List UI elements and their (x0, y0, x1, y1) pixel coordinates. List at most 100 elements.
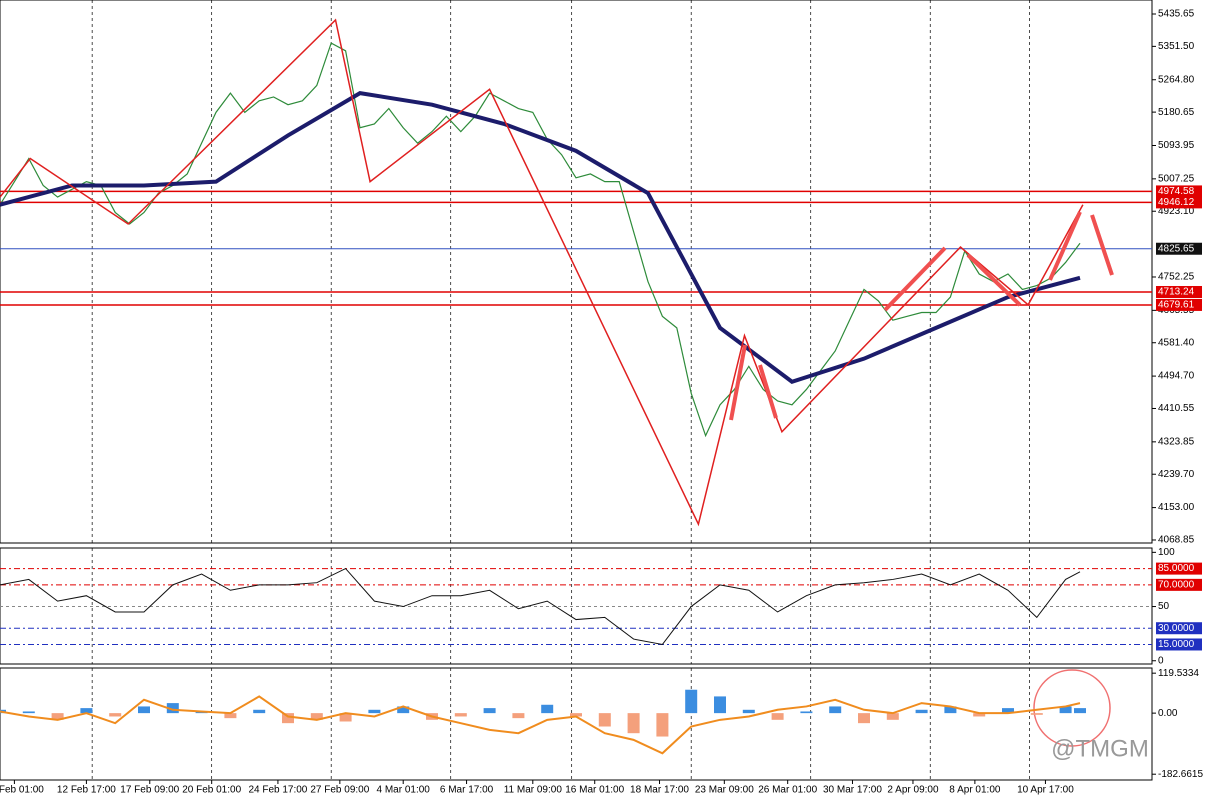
y-tick-label: 50 (1158, 601, 1170, 612)
histogram-bar (1059, 706, 1072, 714)
y-tick-label: 4494.70 (1158, 371, 1195, 382)
watermark: @TMGM (1051, 735, 1149, 762)
y-tick-label: 4153.00 (1158, 502, 1195, 513)
level-tag (1156, 185, 1202, 198)
y-tick-label: 0 (1158, 655, 1164, 666)
histogram-bar (253, 709, 266, 714)
histogram-bar (886, 713, 899, 720)
x-tick-label: 18 Mar 17:00 (630, 785, 689, 796)
x-tick-label: 26 Mar 01:00 (758, 785, 817, 796)
arrow (1048, 211, 1082, 281)
level-tag (1156, 196, 1202, 209)
histogram-bar (80, 708, 93, 714)
x-tick-label: 23 Mar 09:00 (695, 785, 754, 796)
histogram-bar (512, 713, 525, 719)
x-tick-label: 12 Feb 17:00 (57, 785, 116, 796)
histogram-bar (714, 696, 726, 714)
histogram-bar (858, 713, 870, 724)
histogram-bar (454, 713, 467, 717)
y-tick-label: 4068.85 (1158, 535, 1195, 546)
y-tick-label: 100 (1158, 547, 1175, 558)
panel-frame (0, 667, 1153, 781)
x-tick-label: 10 Apr 17:00 (1017, 785, 1074, 796)
level-tag (1156, 562, 1202, 575)
histogram-bar (22, 711, 35, 714)
arrows (729, 211, 1114, 421)
histogram-bar (944, 706, 957, 714)
series-line (0, 567, 1081, 646)
level-label: 4713.24 (1158, 287, 1195, 298)
x-tick-label: 4 Mar 01:00 (377, 785, 431, 796)
histogram-bar (742, 709, 755, 714)
level-label: 4825.65 (1158, 243, 1195, 254)
x-tick-label: 27 Feb 09:00 (310, 785, 369, 796)
level-tag (1156, 578, 1202, 591)
y-tick-label: 4239.70 (1158, 469, 1195, 480)
histogram-bar (915, 709, 928, 714)
histogram-bar (1002, 708, 1014, 714)
y-tick-label: 5180.65 (1158, 107, 1195, 118)
level-tag (1156, 285, 1202, 298)
x-tick-label: 17 Feb 09:00 (120, 785, 179, 796)
x-tick-label: 24 Feb 17:00 (248, 785, 307, 796)
histogram-bar (1030, 713, 1043, 715)
level-label: 30.0000 (1158, 623, 1195, 634)
y-tick-label: 5435.65 (1158, 9, 1195, 20)
histogram-bar (282, 713, 294, 724)
arrow (966, 253, 1022, 307)
y-tick-label: -182.6615 (1158, 769, 1203, 780)
series-line (0, 91, 1081, 384)
histogram-bar (483, 708, 496, 714)
y-tick-label: 5007.25 (1158, 173, 1195, 184)
level-label: 4974.58 (1158, 186, 1195, 197)
level-label: 85.0000 (1158, 563, 1195, 574)
histogram-bar (800, 711, 813, 714)
level-tag (1156, 298, 1202, 311)
x-tick-label: 30 Mar 17:00 (823, 785, 882, 796)
level-label: 4946.12 (1158, 197, 1195, 208)
y-tick-label: 4323.85 (1158, 436, 1195, 447)
y-tick-label: 5093.95 (1158, 140, 1195, 151)
x-tick-label: 8 Apr 01:00 (949, 785, 1001, 796)
histogram-bar (109, 713, 122, 717)
histogram-bar (138, 706, 150, 714)
y-tick-label: 5351.50 (1158, 41, 1195, 52)
x-tick-label: 2 Apr 09:00 (887, 785, 939, 796)
level-tag (1156, 638, 1202, 651)
arrow (758, 364, 778, 419)
x-tick-label: 6 Mar 17:00 (440, 785, 494, 796)
y-tick-label: 4752.25 (1158, 272, 1195, 283)
level-label: 4679.61 (1158, 300, 1195, 311)
y-tick-label: 5264.80 (1158, 74, 1195, 85)
series-line (0, 695, 1081, 755)
y-tick-label: 4410.55 (1158, 403, 1195, 414)
histogram-bar (224, 713, 237, 719)
histogram-bar (685, 689, 698, 714)
y-tick-label: 119.5334 (1158, 668, 1199, 679)
x-tick-label: 16 Mar 01:00 (565, 785, 624, 796)
histogram-bar (570, 713, 582, 717)
arrow (729, 344, 747, 421)
highlight-circle (1033, 669, 1111, 747)
histogram-bar (541, 704, 554, 714)
histogram-bar (368, 709, 381, 714)
arrow (1090, 214, 1114, 276)
histogram-bar (656, 713, 669, 737)
y-tick-label: 4581.40 (1158, 337, 1195, 348)
x-tick-label: 20 Feb 01:00 (182, 785, 241, 796)
histogram-bar (166, 703, 179, 714)
histogram-bar (771, 713, 784, 720)
x-tick-label: 11 Mar 09:00 (504, 785, 563, 796)
series-line (0, 42, 1081, 438)
panel-frame (0, 547, 1153, 665)
histogram-bar (1074, 708, 1086, 714)
panel-frame (0, 0, 1153, 544)
level-label: 15.0000 (1158, 639, 1195, 650)
histogram-bar (51, 713, 64, 720)
histogram-bar (397, 706, 410, 714)
arrow (883, 246, 947, 312)
histogram-bar (598, 713, 611, 727)
level-tag (1156, 242, 1202, 255)
